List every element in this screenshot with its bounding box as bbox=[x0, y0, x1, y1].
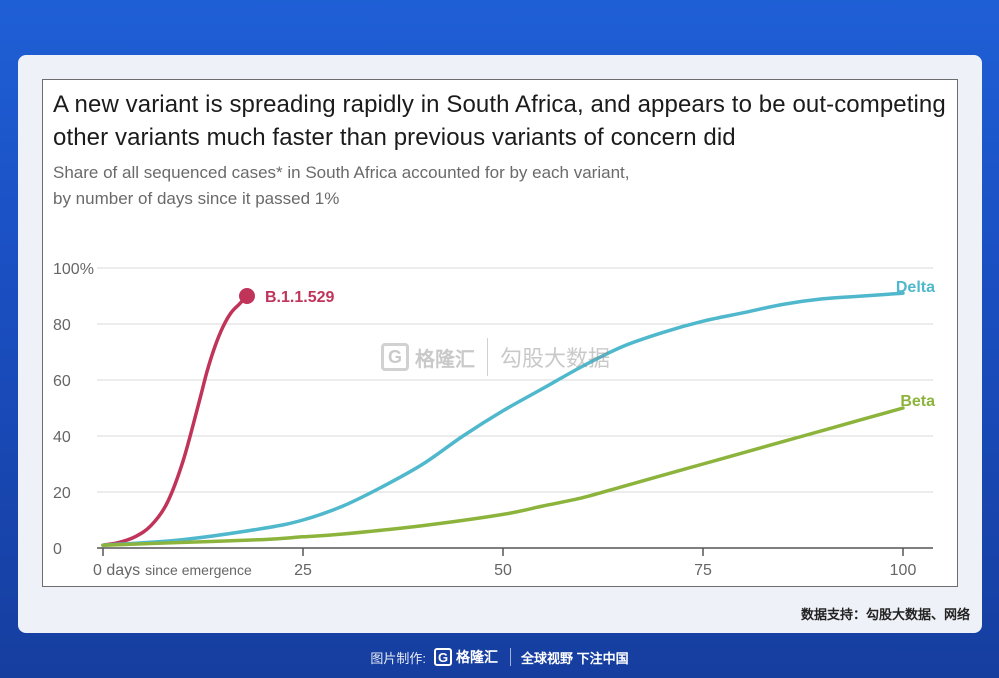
chart-frame: A new variant is spreading rapidly in So… bbox=[42, 79, 958, 587]
chart-card: A new variant is spreading rapidly in So… bbox=[18, 55, 982, 633]
watermark-divider bbox=[487, 338, 488, 376]
chart-subtitle: Share of all sequenced cases* in South A… bbox=[53, 160, 933, 212]
footer-bar: 图片制作: G 格隆汇 全球视野 下注中国 bbox=[0, 642, 999, 672]
x-tick-label: 50 bbox=[494, 562, 512, 579]
subtitle-line-1: Share of all sequenced cases* in South A… bbox=[53, 163, 630, 182]
watermark-logo-icon: G bbox=[381, 343, 409, 371]
y-tick-label: 40 bbox=[53, 429, 71, 446]
watermark-brand-2: 勾股大数据 bbox=[500, 346, 611, 371]
subtitle-line-2: by number of days since it passed 1% bbox=[53, 189, 340, 208]
source-note: 数据支持：勾股大数据、网络 bbox=[800, 607, 970, 622]
y-tick-label: 20 bbox=[53, 485, 71, 502]
logo-icon: G bbox=[434, 648, 452, 666]
y-tick-label: 80 bbox=[53, 317, 71, 334]
x-tick-label: 25 bbox=[294, 562, 312, 579]
series-label-beta: Beta bbox=[900, 393, 935, 410]
series-line-beta bbox=[101, 406, 905, 547]
footer-slogan: 全球视野 下注中国 bbox=[521, 650, 629, 666]
y-tick-label: 60 bbox=[53, 373, 71, 390]
footer-made-by: 图片制作: bbox=[370, 650, 426, 666]
y-tick-label: 100% bbox=[53, 261, 94, 278]
footer-logo-text: 格隆汇 bbox=[456, 649, 498, 665]
x-tick-label: 0 days since emergence bbox=[93, 562, 252, 579]
chart-title: A new variant is spreading rapidly in So… bbox=[53, 91, 946, 151]
series-label-b-1-1-529: B.1.1.529 bbox=[265, 289, 334, 306]
line-chart: 0 20 40 60 80 100% 0 days since emergence 25 50 75… bbox=[53, 261, 935, 579]
x-tick-label: 100 bbox=[890, 562, 917, 579]
footer-logo: G 格隆汇 bbox=[434, 647, 498, 667]
footer-divider bbox=[510, 648, 511, 666]
y-tick-label: 0 bbox=[53, 541, 62, 558]
series-end-marker-b-1-1-529 bbox=[239, 288, 255, 304]
watermark: G 格隆汇 勾股大数据 bbox=[381, 338, 610, 376]
x-tick-label: 75 bbox=[694, 562, 712, 579]
series-label-delta: Delta bbox=[896, 279, 935, 296]
series-line-b-1-1-529 bbox=[101, 294, 249, 547]
watermark-brand: 格隆汇 bbox=[415, 348, 475, 371]
series-line-delta bbox=[101, 291, 905, 547]
